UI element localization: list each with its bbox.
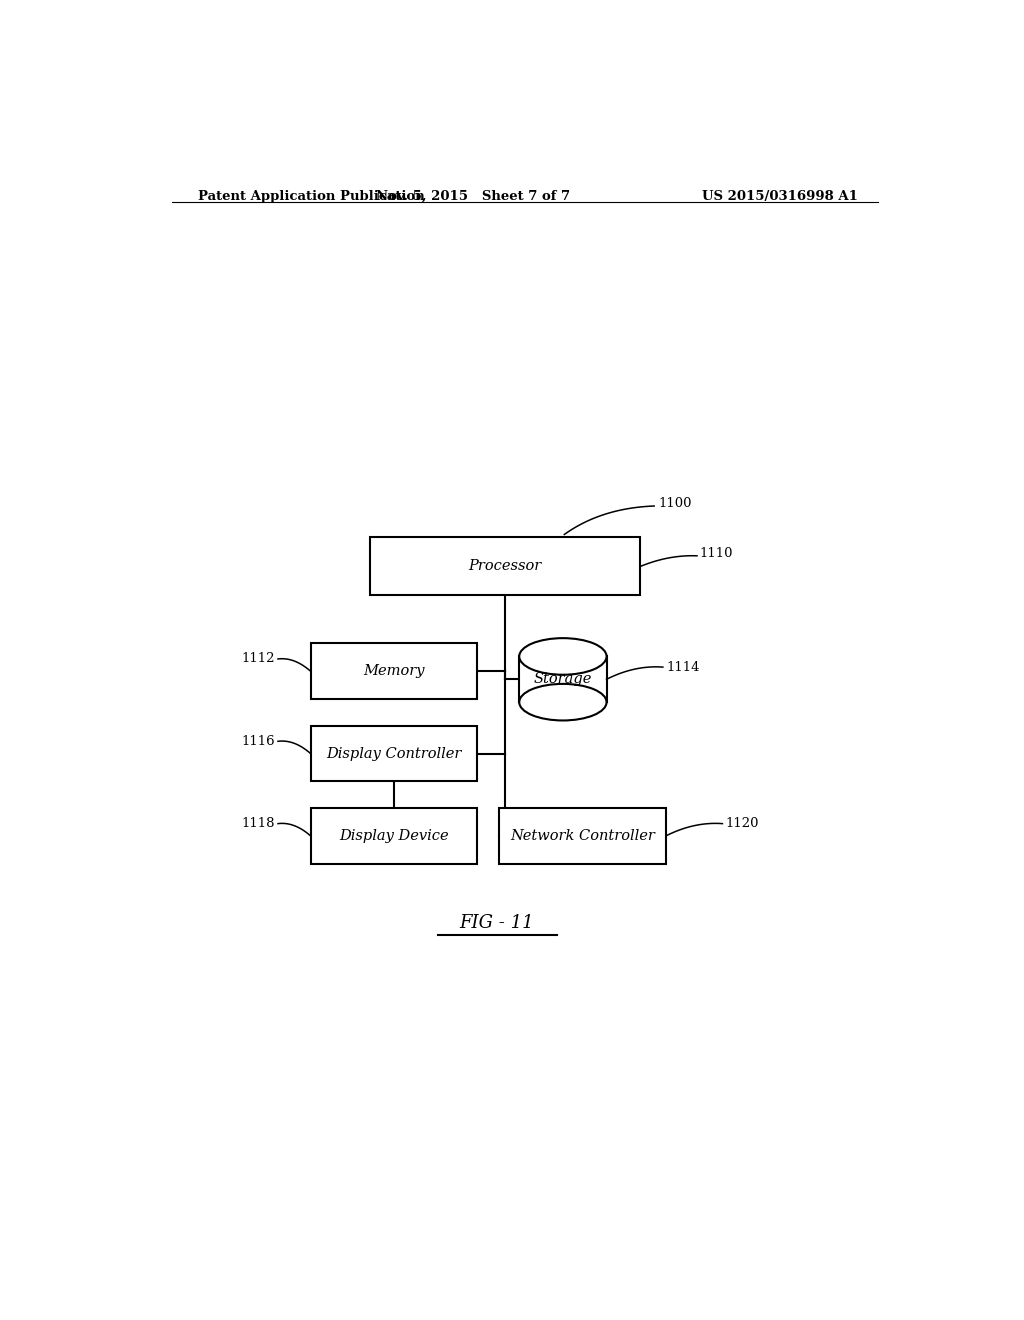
Text: US 2015/0316998 A1: US 2015/0316998 A1	[702, 190, 858, 203]
Text: Display Device: Display Device	[339, 829, 449, 843]
Text: 1120: 1120	[726, 817, 759, 830]
Text: Network Controller: Network Controller	[510, 829, 655, 843]
Text: 1116: 1116	[242, 735, 274, 748]
FancyBboxPatch shape	[500, 808, 666, 863]
Text: Processor: Processor	[468, 558, 542, 573]
FancyBboxPatch shape	[310, 808, 477, 863]
Text: Patent Application Publication: Patent Application Publication	[198, 190, 425, 203]
Text: 1112: 1112	[242, 652, 274, 665]
Text: 1100: 1100	[658, 498, 691, 511]
FancyBboxPatch shape	[310, 726, 477, 781]
Text: 1118: 1118	[242, 817, 274, 830]
Text: Nov. 5, 2015   Sheet 7 of 7: Nov. 5, 2015 Sheet 7 of 7	[376, 190, 570, 203]
FancyBboxPatch shape	[370, 536, 640, 595]
FancyBboxPatch shape	[310, 643, 477, 700]
Text: Memory: Memory	[364, 664, 425, 678]
Ellipse shape	[519, 638, 606, 675]
FancyBboxPatch shape	[519, 656, 606, 702]
Ellipse shape	[519, 684, 606, 721]
Text: Storage: Storage	[534, 672, 592, 686]
Text: FIG - 11: FIG - 11	[460, 913, 535, 932]
Text: 1114: 1114	[666, 660, 699, 673]
Text: Display Controller: Display Controller	[327, 747, 462, 760]
Text: 1110: 1110	[699, 548, 733, 560]
